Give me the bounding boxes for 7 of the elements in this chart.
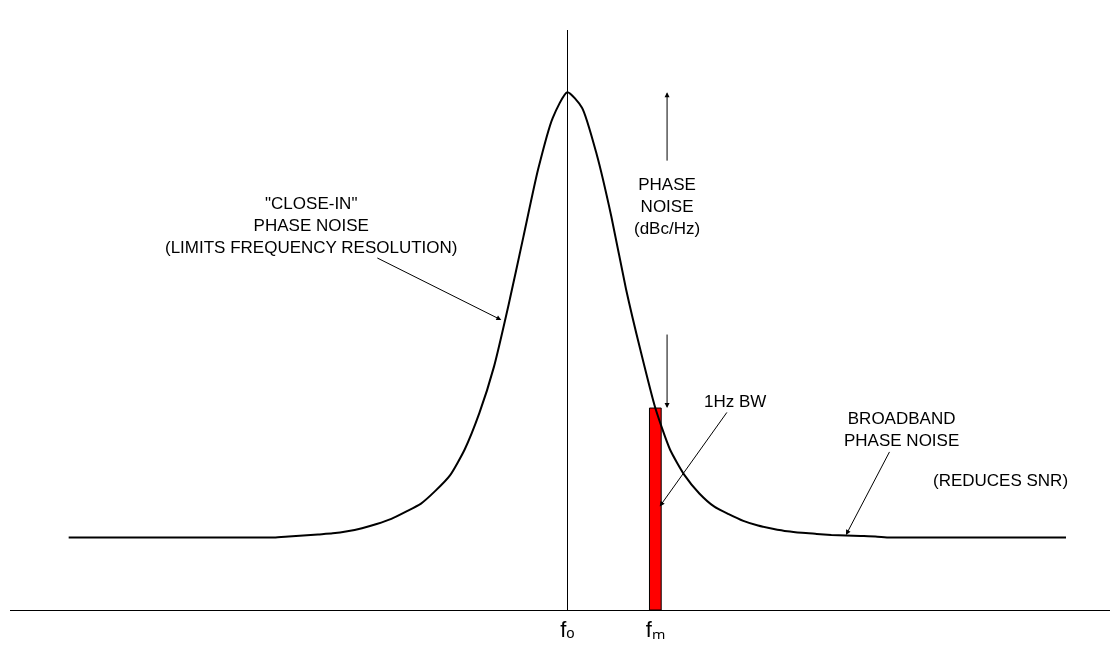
annotation: 1Hz BW	[704, 392, 767, 411]
x-tick-label: fₒ	[560, 617, 575, 643]
annotation: (REDUCES SNR)	[933, 471, 1069, 490]
annotation: BROADBAND PHASE NOISE	[844, 409, 960, 451]
annotation: PHASE NOISE (dBc/Hz)	[634, 175, 701, 239]
annotation: "CLOSE-IN" PHASE NOISE (LIMITS FREQUENCY RESOLUTION)	[165, 194, 458, 258]
x-tick-label: fₘ	[645, 617, 665, 643]
